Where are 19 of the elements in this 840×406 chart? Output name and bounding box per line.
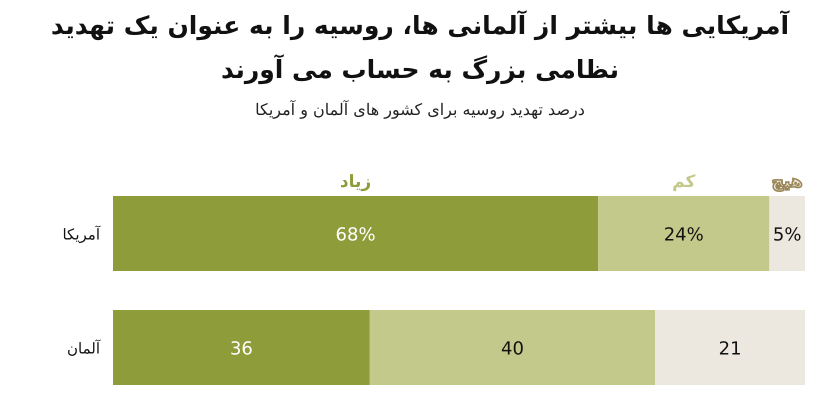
data-label: 68% — [336, 224, 376, 246]
series-label: زیاد — [340, 172, 372, 192]
y-tick-label: آمریکا — [62, 224, 101, 244]
data-label: 21 — [718, 338, 742, 360]
series-label: کم — [672, 172, 696, 192]
chart-title: آمریکایی ها بیشتر از آلمانی ها، روسیه را به عنوان یک تهدید نظامی بزرگ به حساب می آورند — [50, 9, 790, 86]
data-label: 36 — [230, 338, 253, 360]
data-label: 5% — [772, 224, 802, 246]
bar — [598, 196, 770, 271]
bar — [113, 196, 598, 271]
data-label: 40 — [501, 338, 524, 360]
chart-subtitle: درصد تهدید روسیه برای کشور های آلمان و آمریکا — [254, 100, 586, 119]
bar — [769, 196, 805, 271]
y-tick-label: آلمان — [67, 338, 101, 358]
data-label: 24% — [664, 224, 704, 246]
series-label: هیچ — [772, 172, 803, 192]
bar — [655, 310, 805, 385]
bar — [370, 310, 656, 385]
bar — [113, 310, 370, 385]
